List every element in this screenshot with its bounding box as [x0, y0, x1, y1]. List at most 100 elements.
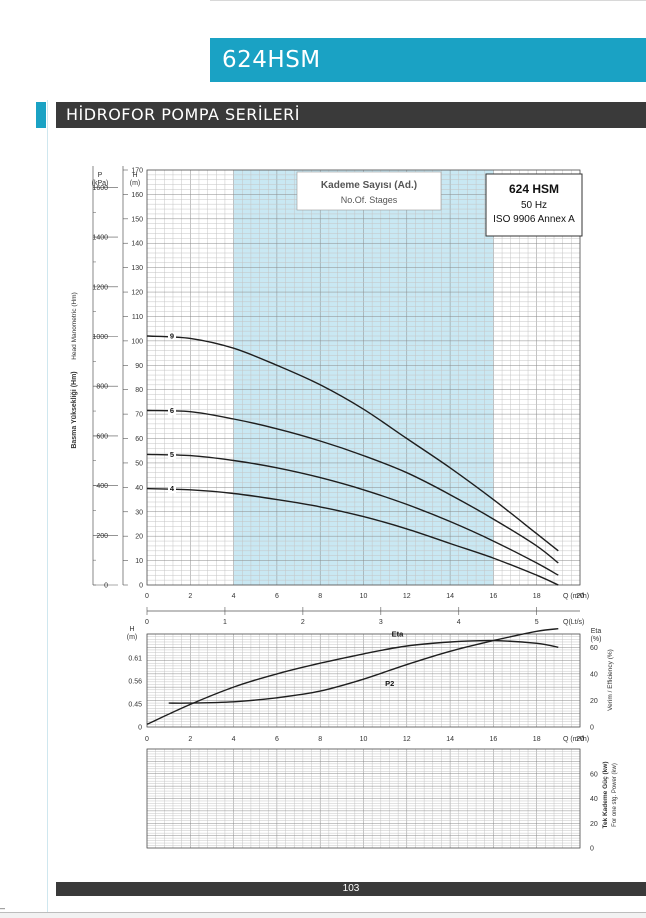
head-chart: 0102030405060708090100110120130140150160… — [71, 166, 589, 626]
eff-right-tick-label: 0 — [590, 725, 594, 732]
power-right-tick-label: 20 — [590, 821, 598, 828]
x-axis-label: Q (m³/h) — [563, 593, 589, 600]
eff-x-tick-label: 16 — [490, 736, 498, 743]
eff-x-axis-label: Q (m³/h) — [563, 736, 589, 743]
eff-right-tick-label: 40 — [590, 671, 598, 678]
eff-x-tick-label: 18 — [533, 736, 541, 743]
pressure-tick-label: 800 — [96, 384, 108, 391]
head-tick-label: 150 — [131, 216, 143, 223]
stage-label-6: 6 — [170, 406, 174, 415]
eff-x-tick-label: 12 — [403, 736, 411, 743]
chart-title: 624 HSM — [509, 182, 559, 196]
head-tick-label: 90 — [135, 363, 143, 370]
x-tick-label: 20 — [576, 593, 584, 600]
power-chart: 0 20 40 60 Tek Kademe Güç (kw) For one stg. P… — [146, 748, 618, 853]
eff-right-tick-label: 20 — [590, 698, 598, 705]
eff-left-tick-label: 0.45 — [128, 702, 142, 709]
head-tick-label: 80 — [135, 387, 143, 394]
head-tick-label: 10 — [135, 558, 143, 565]
page-number: 103 — [56, 882, 646, 896]
head-tick-label: 130 — [131, 265, 143, 272]
eff-x-tick-label: 10 — [360, 736, 368, 743]
lps-tick-label: 2 — [301, 619, 305, 626]
pressure-tick-label: 1200 — [92, 284, 108, 291]
lps-tick-label: 1 — [223, 619, 227, 626]
p2-curve-label: P2 — [385, 679, 394, 688]
head-tick-label: 20 — [135, 534, 143, 541]
head-tick-label: 160 — [131, 192, 143, 199]
plot-frame — [146, 748, 581, 849]
head-tick-label: 170 — [131, 168, 143, 175]
lps-tick-label: 4 — [457, 619, 461, 626]
head-tick-label: 140 — [131, 241, 143, 248]
cursor-marker: – — [0, 903, 6, 913]
eta-curve — [146, 639, 559, 725]
pressure-tick-label: 200 — [96, 533, 108, 540]
stage-label-5: 5 — [170, 450, 174, 459]
eff-x-tick-label: 14 — [446, 736, 454, 743]
pressure-axis-label: P — [98, 172, 103, 179]
pressure-tick-label: 600 — [96, 433, 108, 440]
eff-x-tick-label: 20 — [576, 736, 584, 743]
eta-axis-unit: (%) — [591, 636, 602, 643]
model-box — [485, 173, 583, 237]
stage-curve-4 — [146, 487, 559, 586]
x-tick-label: 6 — [275, 593, 279, 600]
lps-tick-label: 5 — [535, 619, 539, 626]
section-title: HİDROFOR POMPA SERİLERİ — [56, 102, 646, 128]
head-axis-subtitle: Head Manometric (Hm) — [71, 292, 78, 360]
eff-left-axis-unit: (m) — [127, 634, 138, 641]
chart-subtitle-standard: ISO 9906 Annex A — [493, 214, 575, 225]
model-title: 624HSM — [210, 38, 646, 82]
power-right-tick-label: 60 — [590, 771, 598, 778]
stage-label-bg — [168, 484, 176, 494]
pressure-tick-label: 1000 — [92, 334, 108, 341]
head-tick-label: 0 — [139, 583, 143, 590]
x-tick-label: 10 — [360, 593, 368, 600]
x-tick-label: 0 — [145, 593, 149, 600]
chart-subtitle-freq: 50 Hz — [521, 200, 547, 211]
eff-left-axis-label: H — [129, 626, 134, 633]
eff-left-tick-label: 0.56 — [128, 679, 142, 686]
pressure-tick-label: 1400 — [92, 235, 108, 242]
head-tick-label: 50 — [135, 460, 143, 467]
head-axis-title: Basma Yüksekliği (Hm) — [71, 371, 78, 448]
x-tick-label: 18 — [533, 593, 541, 600]
x-tick-label: 8 — [318, 593, 322, 600]
plot-frame — [146, 169, 581, 586]
head-tick-label: 110 — [132, 314, 143, 321]
eff-x-tick-label: 6 — [275, 736, 279, 743]
head-tick-label: 100 — [131, 338, 143, 345]
x-tick-label: 16 — [490, 593, 498, 600]
lps-axis-label: Q(Lt/s) — [563, 619, 584, 626]
power-right-tick-label: 40 — [590, 796, 598, 803]
top-rule — [210, 0, 646, 1]
power-axis-subtitle: For one stg. Power (kw) — [612, 763, 618, 827]
eff-x-tick-label: 0 — [145, 736, 149, 743]
p2-curve — [168, 628, 559, 704]
stage-label-9: 9 — [170, 332, 174, 341]
x-tick-label: 4 — [232, 593, 236, 600]
bottom-strip — [0, 912, 646, 918]
section-accent — [36, 102, 46, 128]
head-tick-label: 60 — [135, 436, 143, 443]
stage-curve-9 — [146, 335, 559, 552]
head-tick-label: 70 — [135, 412, 143, 419]
power-right-tick-label: 0 — [590, 846, 594, 853]
head-tick-label: 40 — [135, 485, 143, 492]
eff-right-tick-label: 60 — [590, 645, 598, 652]
head-axis-label: H — [132, 172, 137, 179]
head-tick-label: 30 — [135, 509, 143, 516]
power-axis-title: Tek Kademe Güç (kw) — [602, 761, 609, 828]
stage-label-4: 4 — [170, 484, 175, 493]
lps-tick-label: 0 — [145, 619, 149, 626]
eff-left-tick-label: 0.61 — [128, 656, 142, 663]
stages-legend-box — [296, 171, 442, 211]
head-tick-label: 120 — [131, 290, 143, 297]
pressure-tick-label: 0 — [104, 583, 108, 590]
plot-frame — [146, 633, 581, 728]
eta-axis-title: Verim / Efficiency (%) — [607, 649, 614, 711]
stage-curve-5 — [146, 453, 559, 576]
